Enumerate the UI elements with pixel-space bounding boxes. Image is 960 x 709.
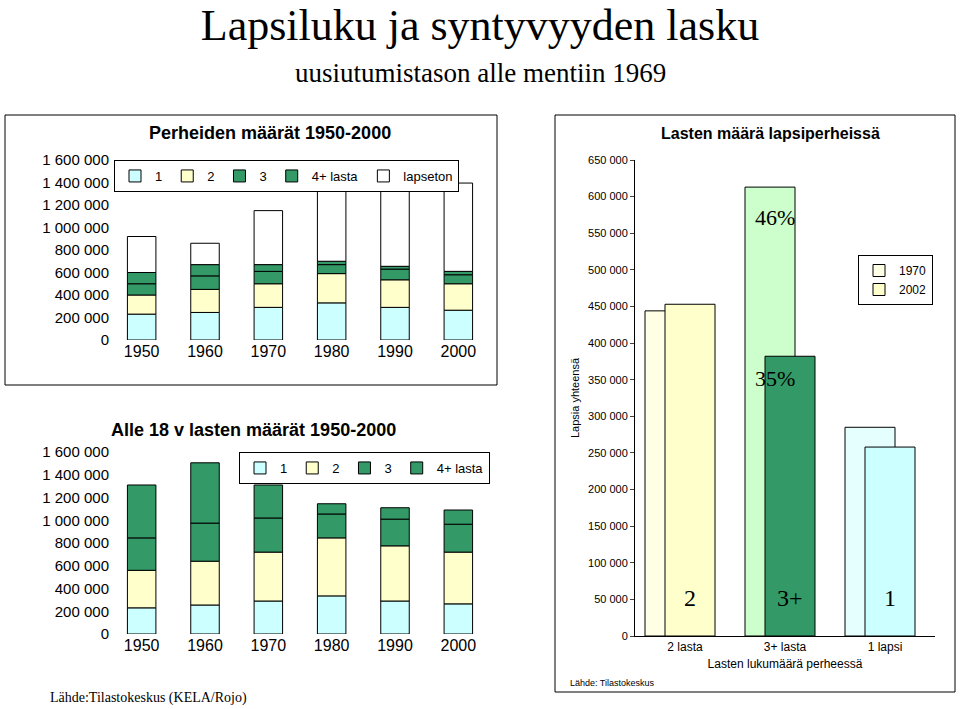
svg-text:uusiutumistason alle mentiin 1: uusiutumistason alle mentiin 1969 bbox=[295, 58, 666, 88]
svg-text:3+: 3+ bbox=[777, 585, 803, 611]
svg-text:50 000: 50 000 bbox=[594, 593, 628, 605]
svg-text:1: 1 bbox=[280, 461, 287, 476]
svg-text:200 000: 200 000 bbox=[588, 483, 628, 495]
svg-text:400 000: 400 000 bbox=[55, 580, 109, 597]
svg-text:1 200 000: 1 200 000 bbox=[42, 196, 109, 213]
svg-text:1 400 000: 1 400 000 bbox=[42, 174, 109, 191]
svg-text:3: 3 bbox=[259, 169, 266, 184]
svg-text:1 lapsi: 1 lapsi bbox=[868, 640, 903, 654]
svg-text:35%: 35% bbox=[755, 366, 795, 391]
svg-text:1 400 000: 1 400 000 bbox=[42, 466, 109, 483]
svg-text:3+ lasta: 3+ lasta bbox=[764, 640, 807, 654]
svg-text:1 200 000: 1 200 000 bbox=[42, 489, 109, 506]
svg-text:2000: 2000 bbox=[441, 343, 477, 360]
svg-text:Lasten määrä lapsiperheissä: Lasten määrä lapsiperheissä bbox=[661, 125, 880, 142]
svg-text:600 000: 600 000 bbox=[55, 557, 109, 574]
svg-text:1970: 1970 bbox=[899, 264, 926, 278]
svg-text:Perheiden määrät 1950-2000: Perheiden määrät 1950-2000 bbox=[149, 123, 391, 143]
svg-text:Lapsia yhteensä: Lapsia yhteensä bbox=[569, 357, 581, 438]
svg-text:46%: 46% bbox=[755, 205, 795, 230]
svg-text:Alle 18 v lasten määrät 1950-2: Alle 18 v lasten määrät 1950-2000 bbox=[111, 420, 396, 440]
svg-text:1 600 000: 1 600 000 bbox=[42, 443, 109, 460]
svg-text:1980: 1980 bbox=[314, 637, 350, 654]
svg-text:1970: 1970 bbox=[251, 637, 287, 654]
svg-text:Lähde: Tilastokeskus: Lähde: Tilastokeskus bbox=[570, 678, 655, 688]
svg-text:1990: 1990 bbox=[377, 637, 413, 654]
svg-text:800 000: 800 000 bbox=[55, 241, 109, 258]
svg-text:1980: 1980 bbox=[314, 343, 350, 360]
svg-text:2: 2 bbox=[207, 169, 214, 184]
svg-text:300 000: 300 000 bbox=[588, 410, 628, 422]
svg-text:2: 2 bbox=[332, 461, 339, 476]
svg-text:1960: 1960 bbox=[187, 343, 223, 360]
svg-text:1960: 1960 bbox=[187, 637, 223, 654]
svg-text:400 000: 400 000 bbox=[55, 286, 109, 303]
svg-text:150 000: 150 000 bbox=[588, 520, 628, 532]
svg-text:100 000: 100 000 bbox=[588, 557, 628, 569]
svg-text:450 000: 450 000 bbox=[588, 300, 628, 312]
svg-text:400 000: 400 000 bbox=[588, 337, 628, 349]
svg-text:1: 1 bbox=[155, 169, 162, 184]
svg-text:800 000: 800 000 bbox=[55, 534, 109, 551]
svg-text:4+ lasta: 4+ lasta bbox=[437, 461, 484, 476]
svg-text:2000: 2000 bbox=[441, 637, 477, 654]
svg-text:1990: 1990 bbox=[377, 343, 413, 360]
svg-text:2002: 2002 bbox=[899, 283, 926, 297]
svg-text:0: 0 bbox=[101, 331, 109, 348]
svg-text:Lapsiluku ja syntyvyyden lasku: Lapsiluku ja syntyvyyden lasku bbox=[201, 1, 760, 50]
svg-text:500 000: 500 000 bbox=[588, 264, 628, 276]
svg-text:550 000: 550 000 bbox=[588, 227, 628, 239]
svg-text:1 000 000: 1 000 000 bbox=[42, 219, 109, 236]
svg-text:2 lasta: 2 lasta bbox=[667, 640, 703, 654]
svg-text:200 000: 200 000 bbox=[55, 309, 109, 326]
svg-text:1970: 1970 bbox=[251, 343, 287, 360]
svg-text:350 000: 350 000 bbox=[588, 374, 628, 386]
svg-text:650 000: 650 000 bbox=[588, 154, 628, 166]
svg-text:1: 1 bbox=[884, 585, 896, 611]
svg-text:1 000 000: 1 000 000 bbox=[42, 512, 109, 529]
svg-text:200 000: 200 000 bbox=[55, 603, 109, 620]
svg-text:1950: 1950 bbox=[124, 343, 160, 360]
svg-text:lapseton: lapseton bbox=[403, 169, 452, 184]
svg-text:0: 0 bbox=[622, 630, 628, 642]
svg-text:Lähde:Tilastokeskus (KELA/Rojo: Lähde:Tilastokeskus (KELA/Rojo) bbox=[50, 690, 247, 706]
svg-text:2: 2 bbox=[684, 585, 696, 611]
svg-text:3: 3 bbox=[384, 461, 391, 476]
svg-text:Lasten lukumäärä perheessä: Lasten lukumäärä perheessä bbox=[708, 657, 863, 671]
svg-text:600 000: 600 000 bbox=[55, 264, 109, 281]
svg-text:250 000: 250 000 bbox=[588, 447, 628, 459]
svg-text:4+ lasta: 4+ lasta bbox=[312, 169, 359, 184]
svg-text:0: 0 bbox=[101, 625, 109, 642]
svg-text:1 600 000: 1 600 000 bbox=[42, 151, 109, 168]
svg-text:1950: 1950 bbox=[124, 637, 160, 654]
svg-text:600 000: 600 000 bbox=[588, 190, 628, 202]
